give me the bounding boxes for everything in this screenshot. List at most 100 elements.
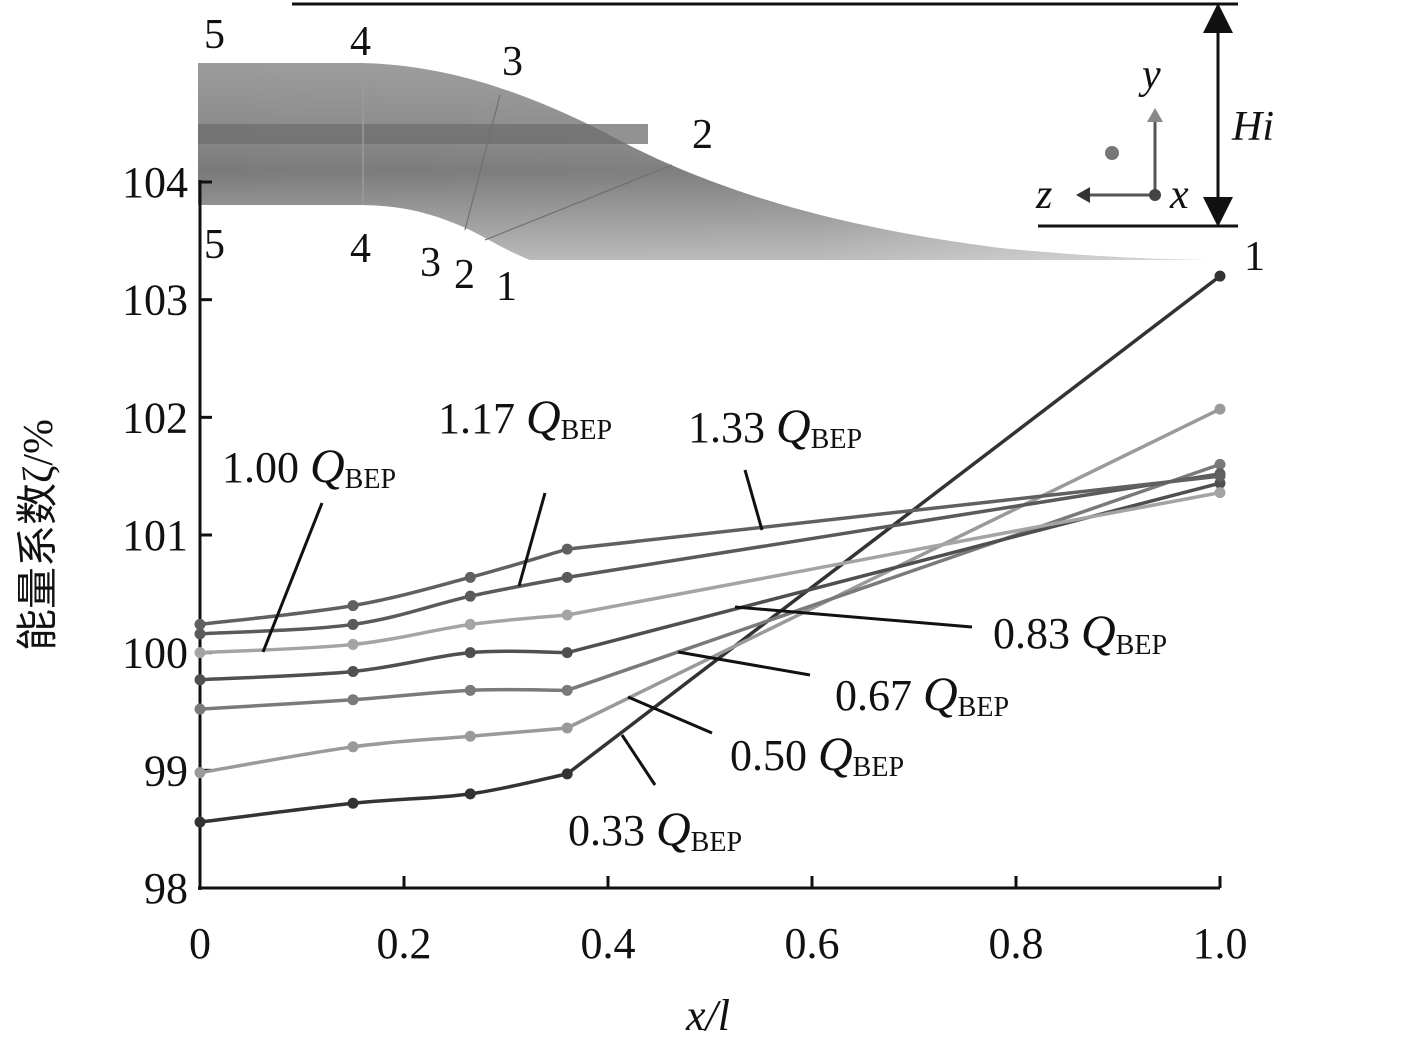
series-point [194,767,206,779]
series-point [194,647,206,659]
height-label: Hi [1231,104,1274,150]
series-point [464,618,476,630]
x-tick-label: 0.2 [377,919,432,968]
series-1.00 [194,487,1226,659]
series-point [194,628,206,640]
y-tick-label: 104 [122,158,188,207]
axis-x-label: x [1169,172,1189,218]
x-tick-label: 0 [189,919,211,968]
series-line [199,474,1221,627]
height-dimension: Hi [292,2,1274,228]
series-point [347,665,359,677]
leader-line [261,502,324,653]
station-top-3: 3 [502,39,523,85]
series-point [194,674,206,686]
series-point [194,618,206,630]
x-tick-label: 0.8 [989,919,1044,968]
series-point [347,618,359,630]
station-top-5: 5 [204,12,225,58]
series-1.33 [194,470,1226,630]
leader-line [517,492,547,587]
series-point [347,741,359,753]
series-line [199,481,1221,682]
axis-z-label: z [1035,172,1052,218]
station-labels: 5 4 3 2 5 4 3 2 1 1 [204,12,1265,310]
x-tick-label: 0.6 [785,919,840,968]
station-bottom-5: 5 [204,222,225,268]
station-top-2: 2 [692,112,713,158]
series-line [199,490,1221,655]
series-layer [194,270,1226,828]
series-line [199,407,1221,775]
annotation-label: 1.17 QBEP [438,391,612,446]
axis-y-label: y [1138,52,1161,98]
y-axis-label: 能量系数ζ/% [16,419,62,651]
annotation-label: 1.00 QBEP [222,440,396,495]
station-bottom-2: 2 [454,252,475,298]
series-point [347,694,359,706]
leader-line [743,469,764,531]
annotation-label: 1.33 QBEP [688,400,862,455]
series-point [464,571,476,583]
series-point [464,730,476,742]
series-point [561,768,573,780]
annotation-0.33: 0.33 QBEP [568,734,742,858]
x-ticks: 0 0.2 0.4 0.6 0.8 1.0 [189,876,1248,968]
annotation-1.00: 1.00 QBEP [222,440,396,653]
series-point [1214,270,1226,282]
y-tick-label: 98 [144,864,188,913]
series-point [347,797,359,809]
coordinate-triad: y z x [1035,52,1189,218]
series-point [464,684,476,696]
y-tick-label: 101 [122,511,188,560]
series-line [199,462,1221,711]
series-0.67 [194,458,1226,715]
series-point [1214,470,1226,482]
series-point [561,647,573,659]
y-tick-label: 100 [122,629,188,678]
station-bottom-1: 1 [496,264,517,310]
series-point [194,816,206,828]
series-annotations: 1.33 QBEP 1.17 QBEP 1.00 QBEP 0.83 QBEP 0.67… [222,391,1167,858]
y-tick-label: 99 [144,746,188,795]
series-point [561,722,573,734]
series-point [1214,403,1226,415]
series-point [347,600,359,612]
annotation-label: 0.50 QBEP [730,728,904,783]
x-tick-label: 0.4 [581,919,636,968]
station-bottom-3: 3 [420,240,441,286]
station-bottom-4: 4 [350,226,371,272]
annotation-1.33: 1.33 QBEP [688,400,862,531]
annotation-0.67: 0.67 QBEP [677,650,1009,723]
series-point [194,703,206,715]
series-point [464,788,476,800]
station-outlet-1: 1 [1244,234,1265,280]
draft-tube-inset [198,63,1222,260]
series-point [561,609,573,621]
leader-line [627,695,713,735]
leader-line [620,734,657,786]
annotation-label: 0.67 QBEP [835,668,1009,723]
station-top-4: 4 [350,19,371,65]
annotation-0.50: 0.50 QBEP [627,695,904,783]
series-point [561,684,573,696]
x-axis-label: x/l [685,991,730,1040]
series-0.50 [194,403,1226,779]
leader-line [734,605,973,629]
x-tick-label: 1.0 [1193,919,1248,968]
series-line [199,472,1221,636]
draft-tube-band [198,124,648,144]
leader-line [677,650,811,677]
series-point [1214,487,1226,499]
series-line [199,274,1222,824]
y-ticks: 98 99 100 101 102 103 104 [122,158,212,913]
series-1.17 [194,468,1226,640]
series-point [1214,458,1226,470]
annotation-label: 0.33 QBEP [568,803,742,858]
annotation-1.17: 1.17 QBEP [438,391,612,587]
y-tick-label: 102 [122,393,188,442]
series-0.33 [194,270,1226,828]
series-point [464,590,476,602]
series-point [464,647,476,659]
